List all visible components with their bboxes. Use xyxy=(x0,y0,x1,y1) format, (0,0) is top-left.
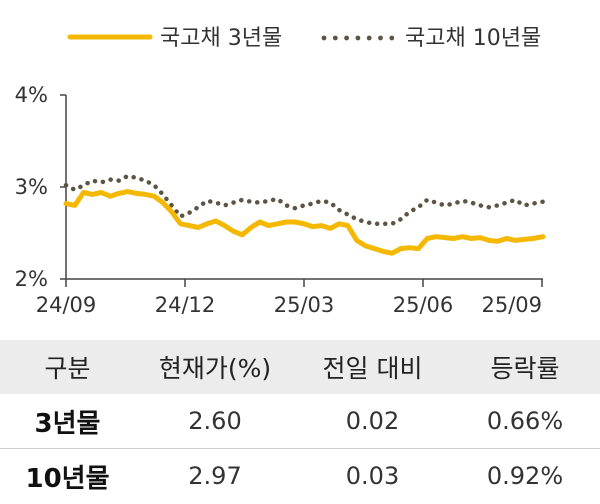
table-row: 3년물 2.60 0.02 0.66% xyxy=(0,394,600,449)
x-tick-label: 25/09 xyxy=(481,293,542,317)
legend-dot xyxy=(344,35,349,41)
y-tick-label: 2% xyxy=(15,267,48,291)
plot-area xyxy=(63,173,546,256)
row-label: 10년물 xyxy=(25,463,110,494)
x-tick-label: 25/03 xyxy=(274,293,335,317)
yield-table: 구분 현재가(%) 전일 대비 등락률 3년물 2.60 0.02 0.66% … xyxy=(0,340,600,503)
y-tick-label: 3% xyxy=(15,175,48,199)
series-line-10y xyxy=(63,173,546,227)
x-tick-label: 25/06 xyxy=(393,293,454,317)
x-tick-label: 24/09 xyxy=(36,293,97,317)
legend-dot xyxy=(366,35,372,41)
series-line-3y xyxy=(63,189,546,256)
legend-label-10y: 국고채 10년물 xyxy=(405,26,541,51)
x-tick-label: 24/12 xyxy=(155,293,216,317)
change-cell: 0.03 xyxy=(345,462,400,490)
legend-dot xyxy=(332,35,338,41)
column-header: 현재가(%) xyxy=(135,340,295,394)
legend-dot xyxy=(389,35,395,41)
legend-dot xyxy=(378,35,383,41)
change-rate-cell: 0.92% xyxy=(486,462,564,490)
y-tick-label: 4% xyxy=(15,83,48,107)
column-header: 전일 대비 xyxy=(295,340,450,394)
legend-label-3y: 국고채 3년물 xyxy=(160,26,282,51)
current-price-cell: 2.97 xyxy=(188,462,242,490)
column-header: 구분 xyxy=(0,340,135,394)
table-row: 10년물 2.97 0.03 0.92% xyxy=(0,449,600,504)
current-price-cell: 2.60 xyxy=(135,394,295,449)
table-header-row: 구분 현재가(%) 전일 대비 등락률 xyxy=(0,340,600,394)
table-header: 구분 현재가(%) 전일 대비 등락률 xyxy=(0,340,600,394)
column-header: 등락률 xyxy=(450,340,600,394)
legend: 국고채 3년물 국고채 10년물 xyxy=(67,26,541,51)
row-label: 3년물 xyxy=(0,394,135,449)
change-cell: 0.02 xyxy=(295,394,450,449)
axes: 4% 3% 2% 24/09 24/12 25/03 25/06 25/09 xyxy=(15,83,543,317)
legend-dot xyxy=(355,35,361,41)
bond-yield-chart: 국고채 3년물 국고채 10년물 4% 3% 2% 24/09 24/12 25… xyxy=(15,26,546,317)
change-rate-cell: 0.66% xyxy=(450,394,600,449)
legend-dot xyxy=(321,35,327,41)
legend-swatch-10y xyxy=(321,35,395,41)
